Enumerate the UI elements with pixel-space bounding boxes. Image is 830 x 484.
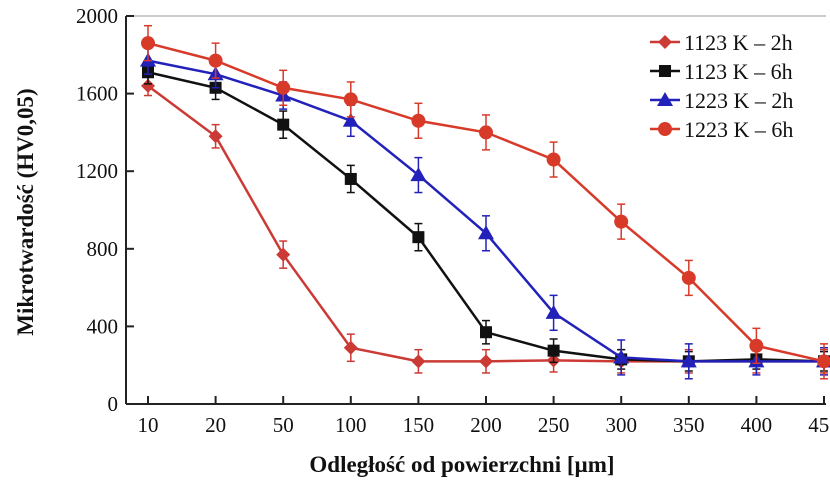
x-axis-title: Odległość od powierzchni [µm] — [309, 452, 614, 477]
data-point — [208, 53, 223, 68]
data-point — [681, 270, 696, 285]
data-point — [478, 225, 494, 240]
x-tick-label: 20 — [205, 413, 226, 437]
legend-marker — [658, 122, 672, 136]
data-point — [546, 152, 561, 167]
x-tick-label: 400 — [741, 413, 773, 437]
x-tick-label: 250 — [538, 413, 570, 437]
x-tick-label: 200 — [470, 413, 502, 437]
data-point — [276, 80, 291, 95]
data-point — [343, 340, 358, 355]
legend-marker — [657, 92, 673, 106]
axes — [125, 15, 826, 405]
data-point — [480, 326, 492, 339]
x-tick-label: 100 — [335, 413, 367, 437]
y-axis-ticks: 0 400 800 1200 1600 2000 — [76, 4, 134, 416]
data-point — [276, 247, 291, 262]
legend-label: 1223 K – 6h — [684, 117, 793, 142]
series-4 — [141, 24, 830, 380]
data-point — [613, 349, 630, 364]
data-point — [749, 338, 764, 353]
data-point — [411, 113, 426, 128]
x-tick-label: 150 — [403, 413, 435, 437]
y-tick-label: 400 — [87, 314, 119, 338]
y-tick-label: 800 — [87, 237, 119, 261]
data-point — [817, 354, 830, 369]
data-point — [545, 304, 562, 319]
data-point — [479, 354, 493, 369]
x-tick-label: 50 — [273, 413, 294, 437]
x-tick-label: 350 — [673, 413, 705, 437]
y-tick-label: 0 — [108, 392, 119, 416]
data-point — [547, 344, 560, 357]
data-point — [411, 354, 426, 369]
data-point — [412, 231, 425, 244]
y-axis-title: Mikrotwardość (HV0,05) — [13, 88, 38, 335]
legend-label: 1123 K – 6h — [684, 59, 793, 84]
data-point — [614, 214, 629, 229]
x-tick-label: 450 — [808, 413, 830, 437]
plot-area — [140, 24, 830, 380]
legend-label: 1223 K – 2h — [684, 88, 793, 113]
data-point — [344, 172, 357, 185]
data-point — [680, 353, 697, 368]
x-tick-label: 10 — [138, 413, 159, 437]
data-point — [479, 125, 493, 140]
data-point — [342, 112, 359, 127]
legend-label: 1123 K – 2h — [684, 30, 793, 55]
data-point — [208, 129, 223, 144]
data-point — [141, 36, 155, 51]
x-axis-ticks: 10 20 50 100 150 200 250 300 350 400 450 — [138, 396, 830, 437]
data-point — [277, 118, 290, 131]
legend-marker — [659, 65, 671, 77]
y-tick-label: 2000 — [76, 4, 118, 28]
data-point — [141, 78, 155, 93]
data-point — [410, 167, 427, 182]
x-tick-label: 300 — [605, 413, 637, 437]
y-tick-label: 1200 — [76, 159, 118, 183]
y-tick-label: 1600 — [76, 82, 118, 106]
legend-marker — [658, 35, 672, 49]
legend: 1123 K – 2h 1123 K – 6h 1223 K – 2h 1223 K … — [650, 30, 793, 142]
data-point — [343, 92, 358, 107]
